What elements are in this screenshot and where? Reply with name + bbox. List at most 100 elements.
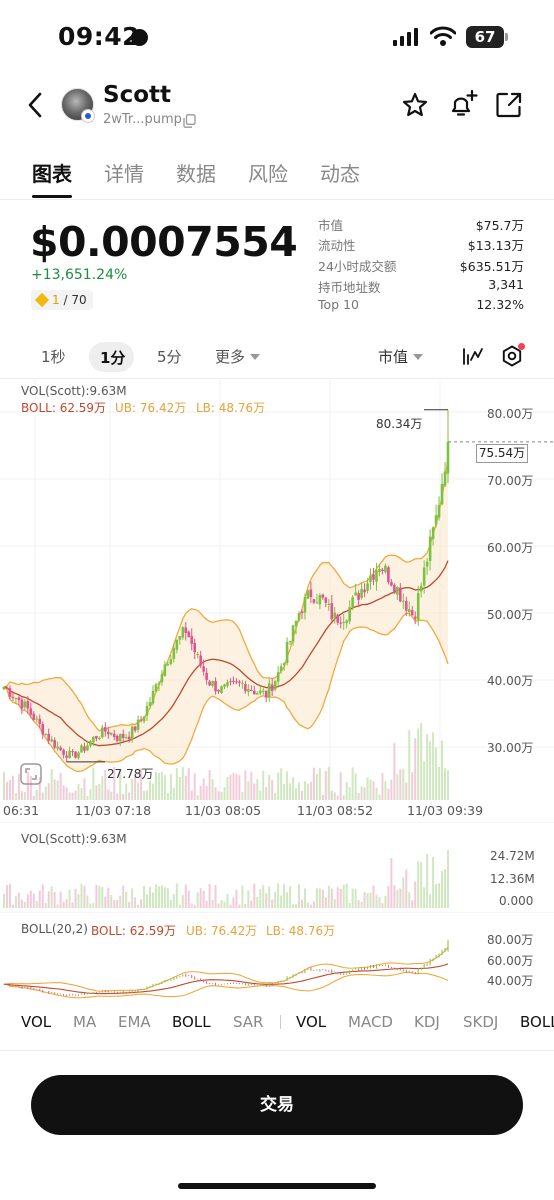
volume-bar	[357, 793, 360, 800]
boll-mid-line	[3, 560, 449, 747]
candle	[56, 741, 59, 752]
volume-bar	[417, 728, 420, 800]
candle-body	[437, 505, 441, 518]
tab-activity[interactable]: 动态	[320, 162, 360, 186]
fullscreen-icon[interactable]	[20, 763, 42, 785]
volume-bar	[256, 896, 259, 908]
interval-1s[interactable]: 1秒	[41, 348, 66, 366]
candle-body	[80, 745, 83, 753]
candle-body	[318, 595, 322, 605]
volume-bar	[44, 903, 47, 908]
price-chart[interactable]	[0, 380, 554, 820]
volume-bar	[62, 901, 65, 908]
y-tick: 70.00万	[487, 474, 534, 488]
volume-bar	[250, 772, 253, 800]
volume-bar	[333, 899, 336, 908]
volume-bar	[65, 787, 68, 800]
settings-icon[interactable]	[501, 345, 523, 367]
alert-bell-add-icon[interactable]	[448, 90, 478, 120]
candle-body	[166, 664, 170, 666]
volume-bar	[119, 895, 122, 908]
candle	[238, 679, 241, 687]
volume-bar	[295, 904, 298, 908]
candle-body	[404, 601, 408, 611]
volume-bar	[226, 893, 229, 908]
volume-bar	[372, 781, 375, 800]
candle-body	[375, 570, 378, 582]
candle-body	[431, 527, 435, 540]
candle	[112, 729, 116, 741]
candle-body	[366, 583, 369, 591]
volume-bar	[98, 783, 101, 800]
volume-bar	[312, 767, 315, 800]
candle-body	[74, 751, 77, 758]
tab-risk[interactable]: 风险	[248, 162, 288, 186]
sub-tab-boll[interactable]: BOLL	[520, 1013, 554, 1031]
wifi-icon	[430, 26, 456, 46]
metric-select[interactable]: 市值	[378, 346, 424, 367]
candle-body	[223, 684, 226, 687]
volume-bar	[447, 770, 449, 800]
back-arrow-icon[interactable]	[24, 90, 48, 120]
candle-body	[226, 682, 229, 686]
favorite-star-icon[interactable]	[402, 92, 428, 118]
sub-tab-macd[interactable]: MACD	[348, 1013, 393, 1031]
volume-bar	[104, 896, 107, 908]
candle-body	[220, 686, 223, 693]
candle	[41, 721, 45, 740]
volume-bar	[5, 781, 8, 800]
candle	[312, 599, 316, 605]
volume-bar	[83, 885, 86, 908]
candle-body	[390, 582, 393, 586]
indicator-tab-boll[interactable]: BOLL	[172, 1013, 211, 1031]
volume-bar	[41, 792, 44, 800]
share-icon[interactable]	[496, 92, 522, 118]
indicator-tab-ma[interactable]: MA	[73, 1013, 97, 1031]
interval-1m[interactable]: 1分	[100, 349, 126, 367]
volume-bar	[89, 903, 92, 908]
sub-tab-vol[interactable]: VOL	[296, 1013, 327, 1031]
indicator-tab-sar[interactable]: SAR	[233, 1013, 264, 1031]
volume-bar	[399, 888, 402, 908]
candle-body	[38, 718, 42, 724]
candle	[324, 596, 328, 608]
sub-tab-skdj[interactable]: SKDJ	[463, 1013, 499, 1031]
x-tick: 11/03 09:39	[407, 803, 484, 818]
indicator-tab-ema[interactable]: EMA	[118, 1013, 151, 1031]
candle-body	[23, 701, 27, 708]
tab-details[interactable]: 详情	[104, 162, 144, 186]
x-tick: 11/03 07:18	[75, 803, 152, 818]
candle	[232, 676, 235, 685]
volume-bar	[38, 890, 41, 908]
interval-5m[interactable]: 5分	[157, 348, 182, 366]
copy-icon[interactable]	[183, 114, 196, 128]
tab-data[interactable]: 数据	[176, 162, 216, 186]
volume-bar	[134, 897, 137, 908]
candle	[53, 737, 56, 750]
candle	[136, 715, 140, 733]
indicator-tab-vol[interactable]: VOL	[21, 1013, 52, 1031]
candle-body	[98, 737, 101, 740]
sub-tab-kdj[interactable]: KDJ	[414, 1013, 440, 1031]
candle-body	[47, 733, 50, 741]
y-tick: 50.00万	[487, 608, 534, 622]
trade-button[interactable]: 交易	[31, 1075, 523, 1135]
volume-bar	[193, 904, 196, 908]
candle	[258, 685, 262, 696]
indicator-chart-icon[interactable]	[462, 346, 484, 366]
candle	[384, 563, 387, 574]
candle	[11, 691, 15, 702]
tab-chart[interactable]: 图表	[32, 162, 72, 186]
interval-more[interactable]: 更多	[215, 346, 261, 367]
volume-bar	[3, 771, 5, 800]
candle-body	[115, 735, 119, 741]
candle-body	[360, 588, 363, 598]
candle-body	[101, 727, 104, 738]
volume-bar	[50, 768, 53, 800]
candle	[264, 690, 268, 703]
candle-body	[381, 569, 384, 572]
volume-bar	[178, 904, 181, 908]
volume-bar	[11, 904, 14, 908]
candle-body	[199, 655, 202, 666]
volume-bar	[86, 795, 89, 800]
